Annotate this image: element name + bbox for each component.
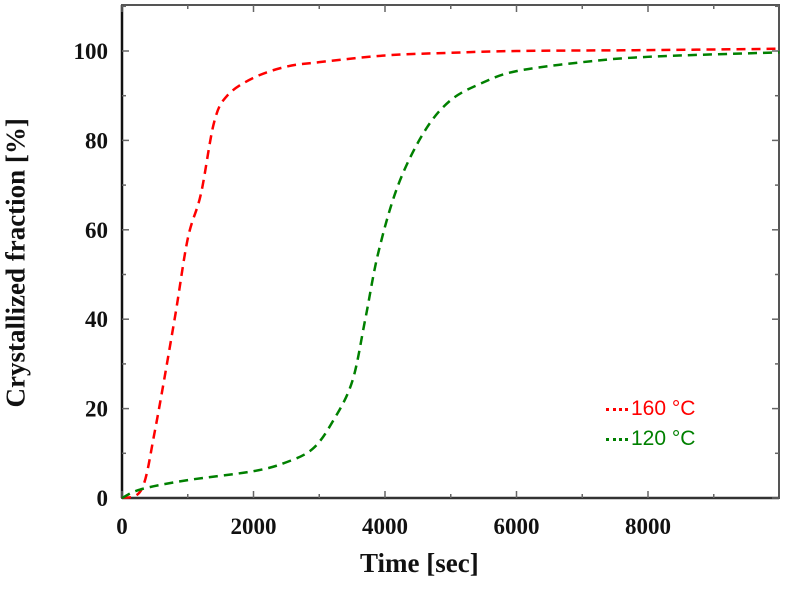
axis-ticks [121,5,779,499]
legend-label: 160 °C [631,397,696,420]
x-tick-label: 4000 [362,514,408,539]
legend-swatch-green [606,437,628,441]
y-tick-label: 20 [85,397,108,422]
series-line [121,47,780,500]
x-tick-label: 8000 [625,514,671,539]
data-series [121,47,780,500]
y-tick-label: 100 [74,39,109,64]
y-tick-label: 80 [85,128,108,153]
legend: 160 °C 120 °C [606,394,695,454]
y-tick-label: 40 [85,307,108,332]
legend-label: 120 °C [631,427,696,450]
legend-swatch-red [606,407,628,411]
plot-frame [120,4,780,500]
y-tick-label: 60 [85,218,108,243]
x-tick-label: 0 [116,514,128,539]
x-axis-label: Time [sec] [360,548,479,578]
y-axis-label: Crystallized fraction [%] [0,118,31,408]
x-tick-label: 6000 [494,514,540,539]
axis-tick-labels: 0 2000 4000 6000 8000 0 20 40 60 80 100 [74,39,672,539]
y-tick-label: 0 [97,486,109,511]
series-line [121,51,780,500]
legend-item-160c: 160 °C [606,394,695,424]
legend-item-120c: 120 °C [606,424,695,454]
x-tick-label: 2000 [231,514,277,539]
